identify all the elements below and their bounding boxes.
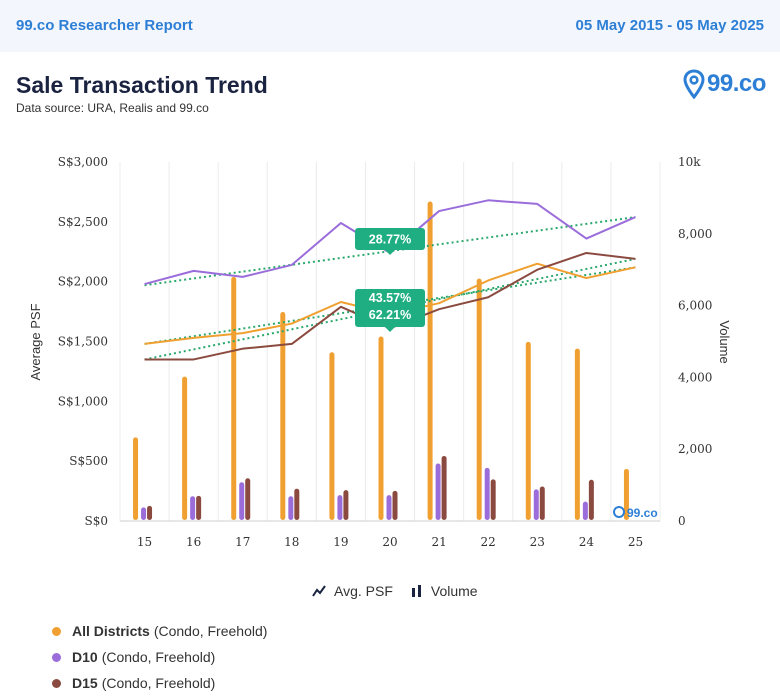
watermark-pin-icon (613, 506, 625, 518)
volume-bar (490, 479, 496, 520)
y-left-tick-label: S$2,500 (58, 215, 108, 229)
sale-transaction-chart: S$0 S$500 S$1,000 S$1,500 S$2,000 S$2,500 S$3,… (28, 155, 732, 549)
volume-bar (533, 489, 539, 520)
avg-psf-toggle[interactable]: Avg. PSF (312, 583, 393, 599)
volume-bar (378, 336, 384, 520)
legend-item-detail: (Condo, Freehold) (101, 649, 216, 665)
x-tick-label: 17 (235, 535, 250, 549)
legend-item-all-districts[interactable]: All Districts (Condo, Freehold) (52, 618, 267, 644)
x-tick-label: 18 (284, 535, 299, 549)
volume-bar (386, 495, 392, 520)
y-right-tick-label: 0 (678, 514, 686, 528)
series-type-toggles: Avg. PSF Volume (312, 580, 496, 602)
growth-annotation-badge (355, 289, 425, 327)
volume-bar (582, 501, 588, 520)
growth-annotation-text: 43.57% (369, 291, 411, 305)
volume-bar (231, 276, 237, 520)
volume-bar (239, 482, 245, 520)
x-tick-label: 15 (137, 535, 152, 549)
volume-bar (539, 486, 545, 520)
chart-legend: All Districts (Condo, Freehold) D10 (Con… (52, 618, 267, 696)
growth-annotation-pointer (385, 250, 395, 255)
x-tick-label: 16 (186, 535, 201, 549)
volume-bar (392, 490, 398, 520)
volume-bar (588, 479, 594, 520)
x-tick-label: 20 (382, 535, 397, 549)
chart-watermark: 99.co (627, 506, 658, 520)
y-left-axis-title: Average PSF (28, 303, 43, 380)
legend-item-detail: (Condo, Freehold) (101, 675, 216, 691)
legend-item-name: D15 (72, 675, 98, 691)
report-name: 99.co Researcher Report (16, 17, 193, 34)
chart-title: Sale Transaction Trend (16, 72, 268, 98)
volume-bar (182, 376, 188, 520)
y-left-tick-label: S$3,000 (58, 155, 108, 169)
y-right-tick-label: 8,000 (678, 227, 712, 241)
y-left-tick-label: S$1,500 (58, 335, 108, 349)
volume-toggle-label: Volume (430, 583, 478, 599)
bar-chart-icon (411, 585, 421, 597)
y-right-axis-title: Volume (717, 320, 732, 363)
volume-bar (190, 496, 196, 520)
volume-bar (476, 278, 482, 520)
volume-bar (525, 341, 531, 520)
avg-psf-toggle-label: Avg. PSF (334, 583, 393, 599)
legend-dot (52, 626, 61, 636)
chart-subtitle: Data source: URA, Realis and 99.co (16, 101, 209, 115)
y-right-tick-label: 2,000 (678, 442, 712, 456)
x-tick-label: 24 (579, 535, 595, 549)
brand-logo: 99.co (683, 68, 766, 100)
volume-bar (280, 312, 286, 520)
x-tick-label: 23 (530, 535, 545, 549)
brand-logo-text: 99.co (707, 70, 766, 97)
volume-bar (196, 495, 202, 520)
volume-toggle[interactable]: Volume (411, 583, 478, 599)
x-tick-label: 22 (481, 535, 496, 549)
volume-bar (288, 496, 294, 520)
legend-item-d10[interactable]: D10 (Condo, Freehold) (52, 644, 267, 670)
volume-bar (427, 201, 433, 521)
volume-bar (435, 463, 441, 520)
volume-bar (574, 348, 580, 520)
legend-item-detail: (Condo, Freehold) (153, 623, 268, 639)
line-chart-icon (312, 585, 326, 597)
x-tick-label: 19 (333, 535, 348, 549)
volume-bar (245, 478, 251, 520)
volume-bar (441, 456, 447, 520)
growth-annotation-text: 62.21% (369, 308, 411, 322)
volume-bar (294, 488, 300, 520)
legend-item-d15[interactable]: D15 (Condo, Freehold) (52, 670, 267, 696)
volume-bar (337, 495, 343, 520)
legend-item-name: All Districts (72, 623, 150, 639)
growth-annotation-pointer (385, 327, 395, 332)
legend-dot (52, 652, 61, 662)
y-left-tick-label: S$1,000 (58, 394, 108, 408)
y-left-tick-label: S$500 (69, 454, 108, 468)
volume-bar (484, 467, 490, 520)
report-date-range: 05 May 2015 - 05 May 2025 (575, 17, 764, 34)
y-left-tick-label: S$0 (85, 514, 109, 528)
x-tick-label: 25 (628, 535, 643, 549)
volume-bar (133, 437, 139, 520)
report-header-bar: 99.co Researcher Report 05 May 2015 - 05… (0, 0, 780, 52)
volume-bar (329, 352, 335, 520)
legend-dot (52, 678, 61, 688)
y-left-tick-label: S$2,000 (58, 275, 108, 289)
volume-bar (147, 505, 153, 520)
legend-item-name: D10 (72, 649, 98, 665)
y-right-tick-label: 4,000 (678, 370, 712, 384)
volume-bar (623, 468, 629, 520)
x-tick-label: 21 (431, 535, 446, 549)
map-pin-icon (683, 69, 705, 99)
growth-annotation-text: 28.77% (369, 233, 411, 247)
y-right-tick-label: 6,000 (678, 299, 712, 313)
volume-bar (141, 507, 147, 520)
y-right-tick-label: 10k (678, 155, 701, 169)
growth-annotation-badge (355, 228, 425, 250)
volume-bar (343, 490, 349, 520)
